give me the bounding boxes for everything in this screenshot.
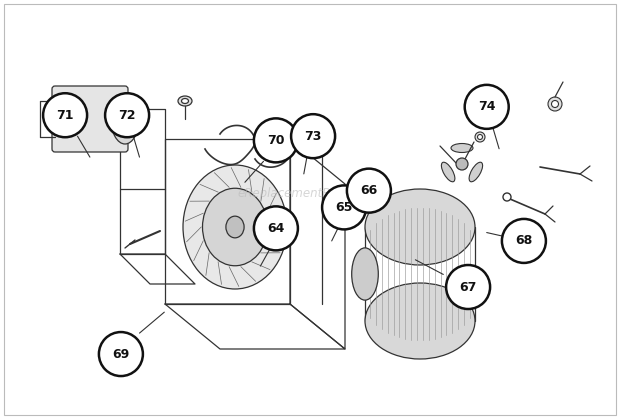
Ellipse shape <box>183 165 287 289</box>
Circle shape <box>347 168 391 213</box>
Ellipse shape <box>182 98 188 103</box>
Text: 71: 71 <box>56 109 74 122</box>
Text: 70: 70 <box>267 134 285 147</box>
Ellipse shape <box>352 248 378 300</box>
Ellipse shape <box>111 94 139 144</box>
Circle shape <box>322 185 366 230</box>
Ellipse shape <box>203 188 267 266</box>
Ellipse shape <box>178 96 192 106</box>
Text: 66: 66 <box>360 184 378 197</box>
Text: 65: 65 <box>335 201 353 214</box>
Circle shape <box>446 265 490 309</box>
Circle shape <box>254 118 298 163</box>
Text: 67: 67 <box>459 280 477 294</box>
Text: 73: 73 <box>304 129 322 143</box>
Text: 69: 69 <box>112 347 130 361</box>
Ellipse shape <box>451 143 473 153</box>
Ellipse shape <box>548 97 562 111</box>
Text: 64: 64 <box>267 222 285 235</box>
Circle shape <box>99 332 143 376</box>
Ellipse shape <box>503 193 511 201</box>
Text: 74: 74 <box>478 100 495 114</box>
Ellipse shape <box>441 162 455 182</box>
Text: 72: 72 <box>118 109 136 122</box>
Circle shape <box>43 93 87 137</box>
Ellipse shape <box>365 189 475 265</box>
Circle shape <box>254 206 298 251</box>
Ellipse shape <box>477 134 482 140</box>
Ellipse shape <box>226 216 244 238</box>
Circle shape <box>105 93 149 137</box>
Ellipse shape <box>479 106 485 112</box>
Ellipse shape <box>365 283 475 359</box>
Circle shape <box>465 85 508 129</box>
Text: eReplacementParts.com: eReplacementParts.com <box>238 187 382 201</box>
Text: 68: 68 <box>515 234 533 248</box>
Ellipse shape <box>475 132 485 142</box>
Circle shape <box>502 219 546 263</box>
Ellipse shape <box>552 101 559 108</box>
Ellipse shape <box>476 103 488 115</box>
Ellipse shape <box>456 158 468 170</box>
Circle shape <box>291 114 335 158</box>
FancyBboxPatch shape <box>52 86 128 152</box>
Ellipse shape <box>469 162 482 182</box>
Ellipse shape <box>117 104 133 134</box>
